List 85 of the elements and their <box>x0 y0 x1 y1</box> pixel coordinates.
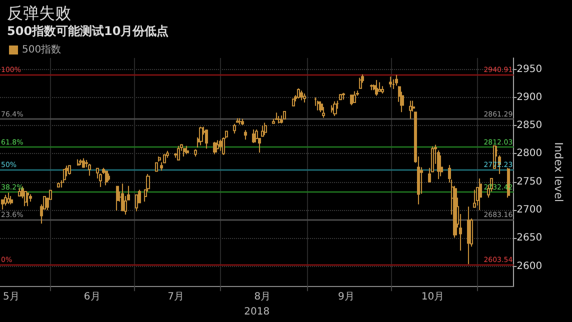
candlestick <box>331 104 334 114</box>
candlestick <box>359 77 362 89</box>
x-tick-label: 10月 <box>421 292 444 303</box>
candlestick <box>135 194 138 212</box>
candlestick <box>261 125 264 137</box>
x-tick-label: 8月 <box>254 292 271 303</box>
y-tick-label: 2750 <box>516 176 542 188</box>
y-tick-label: 2700 <box>516 204 542 216</box>
candlestick <box>236 118 239 124</box>
candlestick <box>342 92 345 100</box>
candlestick <box>68 165 71 176</box>
candlestick <box>292 98 295 106</box>
candlestick <box>370 84 373 91</box>
candlestick <box>378 82 381 92</box>
candlestick <box>233 123 236 134</box>
candlestick <box>219 139 222 152</box>
candlestick <box>199 126 203 146</box>
candlestick <box>7 192 10 204</box>
candlestick <box>317 100 320 111</box>
candlestick <box>278 116 281 124</box>
candlestick <box>116 186 119 212</box>
candlestick <box>107 172 110 182</box>
candlestick <box>409 100 412 120</box>
candlestick <box>395 74 398 86</box>
candlestick <box>350 94 353 106</box>
candlestick <box>82 158 85 168</box>
candlestick <box>239 118 242 125</box>
candlestick <box>392 78 395 90</box>
x-tick-label: 6月 <box>84 292 100 303</box>
candlestick <box>4 194 7 206</box>
candlestick <box>300 90 303 101</box>
candlestick <box>183 148 186 158</box>
candlestick <box>105 170 108 186</box>
candlestick <box>24 190 27 207</box>
y-tick-label: 2900 <box>516 92 542 103</box>
candlestick <box>213 141 217 155</box>
candlestick <box>88 163 91 176</box>
candlestick <box>29 194 32 202</box>
candlestick <box>194 148 197 158</box>
candlestick <box>252 129 256 144</box>
candlestick <box>280 114 283 124</box>
candlestick <box>177 145 180 162</box>
candlestick <box>1 198 4 210</box>
x-tick-label: 5月 <box>2 292 20 303</box>
x-tick-label: 7月 <box>168 292 184 303</box>
candlestick <box>339 94 342 100</box>
y-tick-label: 2800 <box>516 148 542 160</box>
candlestick <box>283 110 286 120</box>
candlestick <box>155 162 158 172</box>
candlestick <box>10 195 13 205</box>
candlestick <box>63 169 66 184</box>
candlestick <box>479 178 482 211</box>
candlestick <box>77 158 80 166</box>
candlestick <box>375 79 378 96</box>
x-tick-label: 9月 <box>338 292 354 303</box>
legend-label: 500指数 <box>22 44 62 56</box>
y-tick-label: 2650 <box>516 232 542 244</box>
candlestick <box>381 86 384 94</box>
y-tick-label: 2950 <box>516 64 542 75</box>
candlestick <box>205 129 208 150</box>
candlestick <box>314 96 317 106</box>
candlestick <box>244 130 247 140</box>
candlestick <box>57 182 60 188</box>
chart-subtitle: 500指数可能测试10月份低点 <box>7 24 169 38</box>
candlestick <box>303 92 306 103</box>
candlestick <box>297 88 300 100</box>
candlestick <box>185 145 189 155</box>
y-axis-title: Index level <box>552 142 565 202</box>
chart-title: 反弹失败 <box>7 4 71 22</box>
candlestick <box>333 100 337 117</box>
candlestick <box>353 90 356 104</box>
candlestick <box>158 156 161 162</box>
candlestick <box>275 112 278 120</box>
candlestick <box>440 154 443 177</box>
candlestick <box>26 192 29 207</box>
candlestick <box>264 122 267 136</box>
candlestick <box>121 183 124 212</box>
y-tick-label: 2600 <box>516 260 542 272</box>
candlestick <box>241 118 244 126</box>
y-tick-label: 2850 <box>516 120 542 132</box>
candlestick <box>473 189 476 208</box>
x-axis-title: 2018 <box>244 306 270 318</box>
candlestick <box>467 206 471 265</box>
candlestick <box>79 158 83 166</box>
candlestick <box>389 76 392 88</box>
